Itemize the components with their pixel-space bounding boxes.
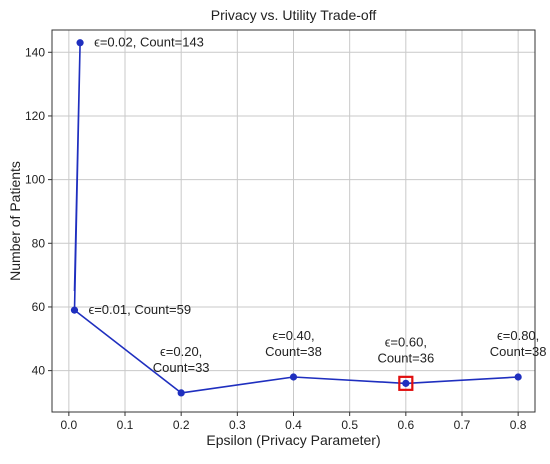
x-tick-label: 0.4 (285, 418, 302, 432)
x-tick-label: 0.8 (510, 418, 527, 432)
data-label-line: ϵ=0.40, (272, 328, 314, 343)
data-label: ϵ=0.02, Count=143 (94, 35, 204, 50)
y-tick-label: 60 (32, 300, 46, 314)
data-label-line: Count=38 (265, 344, 322, 359)
data-label: ϵ=0.20, Count=33 (153, 344, 210, 375)
annotations: ϵ=0.02, Count=143 ϵ=0.01, Count=59 ϵ=0.20,… (88, 35, 546, 375)
series-layer (70, 39, 522, 397)
y-axis-label: Number of Patients (7, 161, 23, 281)
x-axis-label: Epsilon (Privacy Parameter) (206, 432, 380, 448)
data-label: ϵ=0.40, Count=38 (265, 328, 322, 359)
data-label-line: ϵ=0.01, Count=59 (88, 302, 191, 317)
chart-title: Privacy vs. Utility Trade-off (211, 7, 377, 23)
data-label: ϵ=0.80, Count=38 (490, 328, 547, 359)
data-point (70, 306, 79, 314)
data-label: ϵ=0.01, Count=59 (88, 302, 191, 317)
data-label-line: Count=33 (153, 360, 210, 375)
data-label-line: Count=36 (377, 350, 434, 365)
y-tick-label: 140 (25, 45, 45, 59)
x-tick-label: 0.1 (117, 418, 134, 432)
data-label-line: Count=38 (490, 344, 547, 359)
axis-ticks: 0.0 0.1 0.2 0.3 0.4 0.5 0.6 0.7 0.8 40 60 80 100 120 1… (25, 45, 527, 432)
x-tick-label: 0.5 (341, 418, 358, 432)
data-point (289, 373, 298, 381)
highlight-marker (398, 375, 414, 391)
x-tick-label: 0.6 (397, 418, 414, 432)
grid (52, 30, 535, 412)
y-tick-label: 100 (25, 173, 45, 187)
x-tick-label: 0.0 (61, 418, 78, 432)
y-tick-label: 40 (32, 364, 46, 378)
data-point (177, 389, 185, 397)
data-label-line: ϵ=0.80, (497, 328, 539, 343)
data-label-line: ϵ=0.20, (160, 344, 202, 359)
data-label: ϵ=0.60, Count=36 (377, 334, 434, 365)
x-tick-label: 0.7 (454, 418, 471, 432)
data-label-line: ϵ=0.60, (385, 334, 427, 349)
y-tick-label: 80 (32, 236, 46, 250)
x-tick-label: 0.2 (173, 418, 190, 432)
data-point (76, 39, 84, 47)
data-label-line: ϵ=0.02, Count=143 (94, 35, 204, 50)
data-point (514, 373, 522, 381)
data-point (402, 379, 410, 387)
y-tick-label: 120 (25, 109, 45, 123)
x-tick-label: 0.3 (229, 418, 246, 432)
